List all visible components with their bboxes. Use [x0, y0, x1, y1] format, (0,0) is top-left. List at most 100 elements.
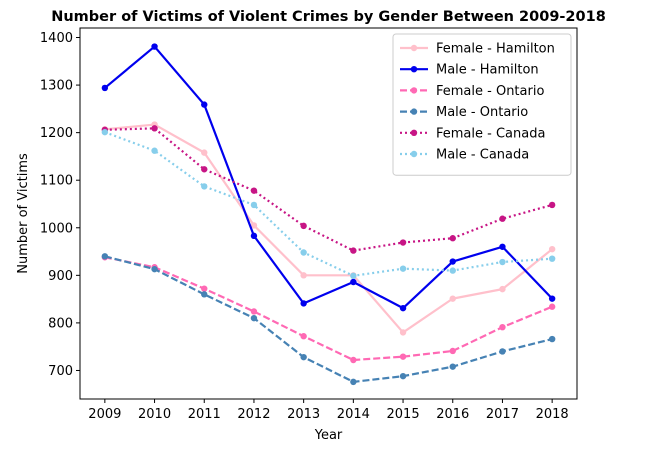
legend-item: Female - Ontario: [400, 84, 544, 99]
legend-marker: [410, 87, 418, 94]
legend-item: Female - Hamilton: [400, 42, 555, 57]
series-line: [104, 131, 553, 277]
data-point: [300, 249, 307, 256]
data-point: [201, 149, 208, 156]
data-point: [201, 291, 208, 298]
data-point: [300, 222, 307, 230]
legend-marker: [410, 150, 418, 158]
data-point: [449, 258, 456, 265]
x-tick-label: 2011: [188, 407, 221, 422]
legend-label: Male - Ontario: [436, 105, 528, 120]
legend-item: Male - Canada: [400, 148, 529, 163]
data-point: [201, 101, 208, 108]
x-tick-label: 2009: [88, 407, 121, 422]
legend-label: Male - Canada: [436, 148, 529, 163]
data-point: [399, 304, 407, 312]
data-point: [250, 201, 258, 209]
data-point: [449, 347, 456, 355]
data-point: [201, 166, 208, 173]
data-point: [201, 285, 208, 292]
legend-label: Female - Hamilton: [436, 42, 555, 57]
series-line: [104, 256, 553, 362]
data-point: [350, 272, 357, 280]
data-point: [548, 303, 556, 310]
legend-item: Female - Canada: [400, 126, 545, 141]
x-axis: 2009 2010 2011 2012 2013 2014 2015 2016 2017 2018: [88, 399, 569, 422]
x-tick-label: 2013: [287, 407, 320, 422]
y-tick-label: 1300: [40, 79, 73, 94]
data-point: [151, 125, 158, 132]
data-point: [548, 245, 556, 253]
series-line: [104, 45, 553, 310]
data-point: [499, 323, 506, 331]
x-tick-label: 2012: [237, 407, 270, 422]
legend-marker: [410, 66, 418, 73]
data-point: [250, 314, 258, 322]
series-4: [101, 125, 556, 254]
data-point: [250, 308, 258, 315]
data-point: [399, 239, 407, 246]
x-tick-label: 2017: [486, 407, 519, 422]
legend-item: Male - Ontario: [400, 105, 528, 120]
x-axis-label: Year: [314, 428, 343, 443]
data-point: [250, 232, 258, 240]
legend-label: Female - Ontario: [436, 84, 544, 99]
data-point: [300, 300, 307, 307]
data-point: [548, 201, 556, 209]
data-point: [499, 258, 506, 266]
legend-item: Male - Hamilton: [400, 63, 539, 78]
data-point: [151, 265, 158, 273]
data-point: [449, 235, 456, 242]
data-point: [449, 295, 456, 302]
series-line: [104, 255, 553, 383]
data-point: [399, 329, 407, 336]
data-point: [399, 372, 407, 380]
series-3: [101, 253, 556, 386]
x-tick-label: 2018: [536, 407, 569, 422]
data-point: [101, 128, 109, 136]
data-point: [101, 84, 109, 92]
plot-frame: [79, 27, 578, 400]
data-point: [350, 278, 357, 286]
data-point: [548, 255, 556, 262]
x-tick-label: 2010: [138, 407, 171, 422]
chart-title: Number of Victims of Violent Crimes by G…: [51, 9, 606, 25]
y-tick-label: 800: [48, 316, 73, 331]
data-point: [300, 333, 307, 340]
x-tick-label: 2015: [387, 407, 420, 422]
data-point: [499, 243, 506, 250]
data-point: [399, 265, 407, 272]
plot-area: [79, 27, 578, 400]
legend: Female - Hamilton Male - Hamilton Female -…: [392, 33, 572, 176]
y-tick-label: 1400: [40, 31, 73, 46]
data-point: [350, 356, 357, 364]
series-layer: [101, 43, 556, 386]
data-point: [250, 187, 258, 194]
data-point: [499, 215, 506, 222]
data-point: [548, 295, 556, 302]
y-tick-label: 1200: [40, 126, 73, 141]
data-point: [499, 348, 506, 355]
data-point: [201, 183, 208, 190]
y-axis: 700 800 900 1000 1100 1200 1300 1400: [40, 31, 80, 379]
y-tick-label: 700: [48, 364, 73, 379]
legend-label: Female - Canada: [436, 126, 545, 141]
series-1: [101, 43, 556, 312]
series-2: [101, 254, 556, 364]
legend-marker: [410, 108, 418, 115]
series-line: [104, 123, 553, 334]
data-point: [300, 353, 307, 361]
data-point: [151, 43, 158, 50]
y-axis-label: Number of Victims: [16, 153, 31, 274]
legend-box: [392, 33, 572, 176]
legend-label: Male - Hamilton: [436, 63, 539, 78]
data-point: [350, 247, 357, 254]
x-tick-label: 2014: [337, 407, 370, 422]
data-point: [300, 272, 307, 279]
data-point: [151, 147, 158, 154]
data-point: [449, 267, 456, 274]
y-tick-label: 900: [48, 269, 73, 284]
series-5: [101, 128, 556, 280]
y-tick-label: 1000: [40, 221, 73, 236]
